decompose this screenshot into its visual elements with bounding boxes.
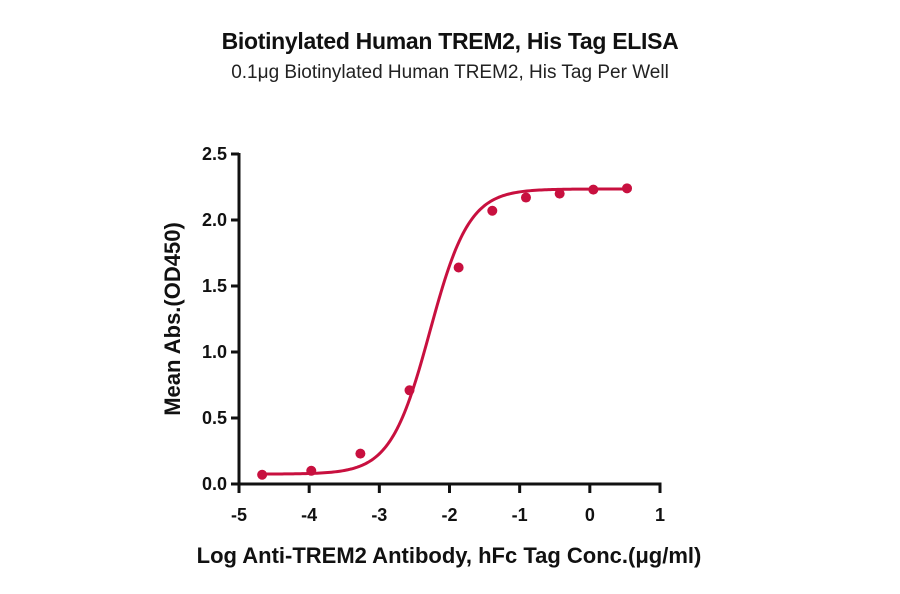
axes: 0.0 0.5 1.0 1.5 2.0 2.5 -5 -4 -3 -2 -1 0 1 xyxy=(202,144,665,525)
y-tick-label: 2.0 xyxy=(202,210,227,230)
y-tick-label: 2.5 xyxy=(202,144,227,164)
y-tick-label: 1.5 xyxy=(202,276,227,296)
data-point xyxy=(554,188,565,199)
x-tick-label: -3 xyxy=(371,505,387,525)
sigmoid-fit-line xyxy=(262,187,628,476)
x-tick-label: -4 xyxy=(301,505,317,525)
fit-curve xyxy=(262,187,628,476)
data-point xyxy=(453,262,464,273)
x-tick-label: -5 xyxy=(231,505,247,525)
data-points xyxy=(257,183,633,480)
chart-title: Biotinylated Human TREM2, His Tag ELISA xyxy=(221,28,679,54)
y-tick-label: 1.0 xyxy=(202,342,227,362)
y-tick-label: 0.5 xyxy=(202,408,227,428)
data-point xyxy=(404,385,415,396)
chart-subtitle: 0.1μg Biotinylated Human TREM2, His Tag … xyxy=(231,62,669,83)
data-point xyxy=(520,192,531,203)
y-axis-label: Mean Abs.(OD450) xyxy=(160,222,185,416)
x-tick-label: -2 xyxy=(441,505,457,525)
y-tick-label: 0.0 xyxy=(202,474,227,494)
x-tick-label: -1 xyxy=(512,505,528,525)
data-point xyxy=(622,183,633,194)
data-point xyxy=(355,448,366,459)
x-tick-label: 1 xyxy=(655,505,665,525)
x-axis-label: Log Anti-TREM2 Antibody, hFc Tag Conc.(μ… xyxy=(197,543,702,568)
data-point xyxy=(257,469,268,480)
data-point xyxy=(306,465,317,476)
x-tick-label: 0 xyxy=(585,505,595,525)
data-point xyxy=(487,205,498,216)
data-point xyxy=(588,184,599,195)
